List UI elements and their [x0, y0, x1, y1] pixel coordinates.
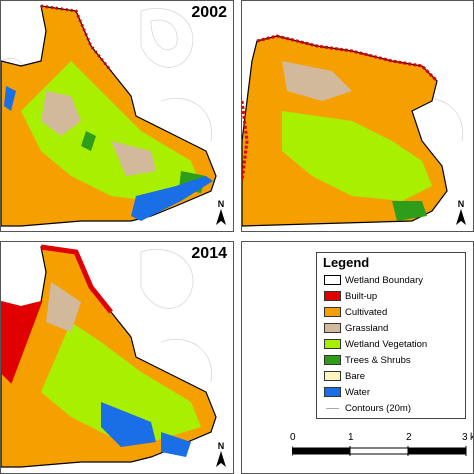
legend-label: Trees & Shrubs — [345, 354, 411, 366]
legend-item-contours: Contours (20m) — [324, 401, 411, 415]
legend-item-bare: Bare — [324, 369, 365, 383]
legend-item-water: Water — [324, 385, 370, 399]
year-label: 2014 — [191, 245, 227, 262]
scale-unit-label: k — [470, 432, 473, 443]
map-panel-2014: 2014 N — [0, 241, 234, 474]
legend-item-wetland-vegetation: Wetland Vegetation — [324, 337, 427, 351]
scale-bar-graphic — [292, 446, 467, 456]
contour-line-icon — [324, 403, 341, 413]
north-arrow: N — [215, 199, 227, 225]
legend-panel: Legend Wetland Boundary Built-up Cultiva… — [241, 241, 474, 474]
legend-item-wetland-boundary: Wetland Boundary — [324, 273, 423, 287]
legend-item-cultivated: Cultivated — [324, 305, 387, 319]
scale-tick-label: 0 — [290, 432, 296, 443]
scale-tick-label: 2 — [406, 432, 412, 443]
legend-title: Legend — [323, 255, 370, 270]
north-label: N — [457, 199, 465, 209]
legend-item-trees-shrubs: Trees & Shrubs — [324, 353, 411, 367]
north-arrow: N — [215, 441, 227, 467]
land-cover-map — [242, 34, 464, 227]
legend-swatch — [324, 307, 341, 317]
scale-bar: 0 1 2 3 k — [290, 432, 473, 472]
map-panel-2002: 2002 N — [0, 0, 234, 232]
legend-item-grassland: Grassland — [324, 321, 388, 335]
legend-swatch — [324, 323, 341, 333]
legend-swatch — [324, 275, 341, 285]
legend-label: Wetland Vegetation — [345, 338, 428, 350]
north-label: N — [217, 199, 225, 209]
legend-label: Grassland — [345, 322, 389, 334]
legend-swatch — [324, 291, 341, 301]
legend-swatch — [324, 339, 341, 349]
land-cover-map — [1, 244, 217, 468]
legend-label: Built-up — [345, 290, 378, 302]
north-arrow: N — [455, 199, 467, 225]
legend-label: Water — [345, 386, 370, 398]
scale-tick-label: 3 — [462, 432, 468, 443]
map-panel-2: N — [241, 0, 474, 232]
legend-item-built-up: Built-up — [324, 289, 377, 303]
legend-label: Wetland Boundary — [345, 274, 423, 286]
land-cover-map — [1, 4, 217, 227]
year-label: 2002 — [191, 4, 227, 21]
legend-label: Contours (20m) — [345, 402, 411, 414]
legend-swatch — [324, 371, 341, 381]
legend-label: Bare — [345, 370, 366, 382]
legend-swatch — [324, 387, 341, 397]
legend-swatch — [324, 355, 341, 365]
legend: Legend Wetland Boundary Built-up Cultiva… — [316, 252, 466, 419]
legend-label: Cultivated — [345, 306, 388, 318]
scale-tick-label: 1 — [348, 432, 354, 443]
north-label: N — [217, 441, 225, 451]
